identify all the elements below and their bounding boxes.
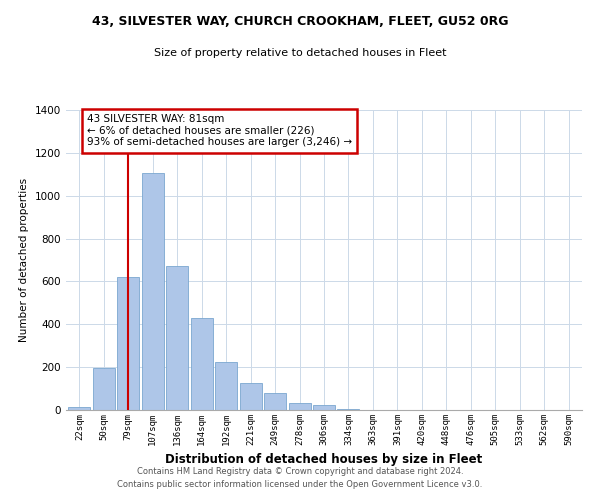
Text: 43, SILVESTER WAY, CHURCH CROOKHAM, FLEET, GU52 0RG: 43, SILVESTER WAY, CHURCH CROOKHAM, FLEE… (92, 15, 508, 28)
Bar (68, 407, 91, 410)
Bar (118, 277, 139, 410)
Bar (264, 394, 286, 410)
Bar (142, 173, 164, 410)
Bar (191, 318, 213, 410)
Bar (166, 266, 188, 410)
Bar (215, 362, 237, 410)
Bar (289, 403, 311, 410)
Y-axis label: Number of detached properties: Number of detached properties (19, 178, 29, 342)
X-axis label: Distribution of detached houses by size in Fleet: Distribution of detached houses by size … (166, 454, 482, 466)
Bar (93, 368, 115, 410)
Text: Size of property relative to detached houses in Fleet: Size of property relative to detached ho… (154, 48, 446, 58)
Bar (313, 404, 335, 410)
Text: 43 SILVESTER WAY: 81sqm
← 6% of detached houses are smaller (226)
93% of semi-de: 43 SILVESTER WAY: 81sqm ← 6% of detached… (87, 114, 352, 148)
Text: Contains HM Land Registry data © Crown copyright and database right 2024.: Contains HM Land Registry data © Crown c… (137, 467, 463, 476)
Bar (337, 409, 359, 410)
Bar (239, 383, 262, 410)
Text: Contains public sector information licensed under the Open Government Licence v3: Contains public sector information licen… (118, 480, 482, 489)
